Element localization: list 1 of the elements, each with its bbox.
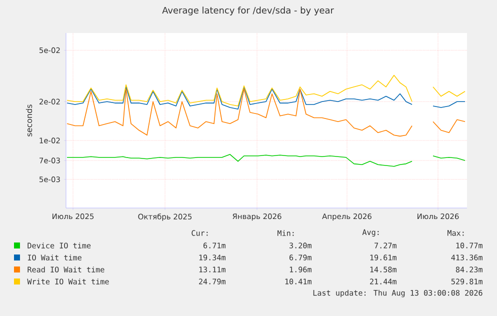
chart-title: Average latency for /dev/sda - by year xyxy=(162,6,334,16)
